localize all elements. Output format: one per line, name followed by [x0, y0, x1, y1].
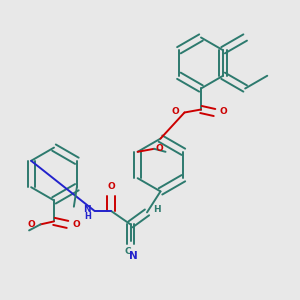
- Text: O: O: [107, 182, 115, 191]
- Text: O: O: [27, 220, 35, 229]
- Text: H: H: [84, 212, 91, 221]
- Text: O: O: [171, 107, 179, 116]
- Text: O: O: [220, 107, 228, 116]
- Text: O: O: [73, 220, 81, 229]
- Text: N: N: [128, 251, 137, 261]
- Text: C: C: [125, 247, 131, 256]
- Text: N: N: [83, 205, 91, 214]
- Text: H: H: [153, 206, 160, 214]
- Text: O: O: [156, 144, 164, 153]
